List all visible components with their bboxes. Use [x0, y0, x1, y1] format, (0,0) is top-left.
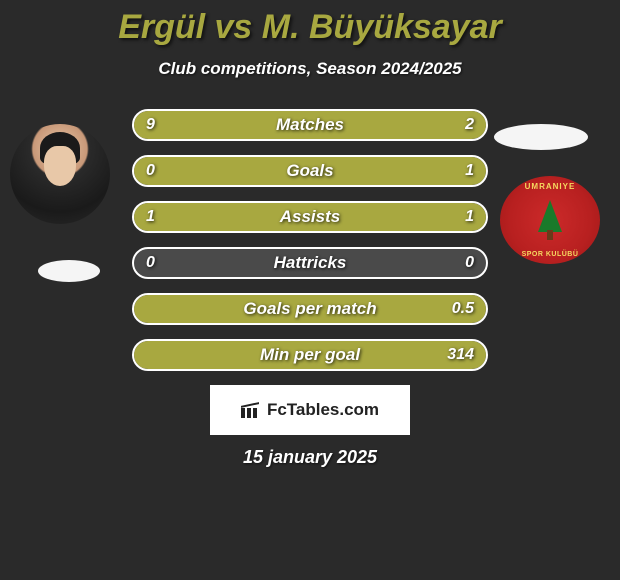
fctables-label: FcTables.com	[267, 400, 379, 420]
subtitle: Club competitions, Season 2024/2025	[0, 59, 620, 79]
club-badge-text-bot: SPOR KULÜBÜ	[500, 251, 600, 258]
stat-label: Hattricks	[134, 249, 486, 277]
player-right-flag	[494, 124, 588, 150]
player-left-club-badge	[38, 260, 100, 282]
stat-row: 314Min per goal	[132, 339, 488, 371]
fctables-icon	[241, 402, 261, 418]
stat-row: 01Goals	[132, 155, 488, 187]
page-title: Ergül vs M. Büyüksayar	[0, 8, 620, 47]
stat-row: 0.5Goals per match	[132, 293, 488, 325]
club-badge-tree-icon	[536, 200, 564, 240]
stat-label: Min per goal	[134, 341, 486, 369]
fctables-watermark: FcTables.com	[210, 385, 410, 435]
date-text: 15 january 2025	[0, 447, 620, 468]
stat-row: 92Matches	[132, 109, 488, 141]
stat-label: Goals per match	[134, 295, 486, 323]
player-left-avatar	[10, 124, 110, 224]
player-right-club-badge: UMRANIYE SPOR KULÜBÜ	[500, 176, 600, 264]
stat-label: Goals	[134, 157, 486, 185]
club-badge-text-top: UMRANIYE	[500, 182, 600, 191]
stat-label: Matches	[134, 111, 486, 139]
stat-row: 11Assists	[132, 201, 488, 233]
stat-label: Assists	[134, 203, 486, 231]
stat-row: 00Hattricks	[132, 247, 488, 279]
